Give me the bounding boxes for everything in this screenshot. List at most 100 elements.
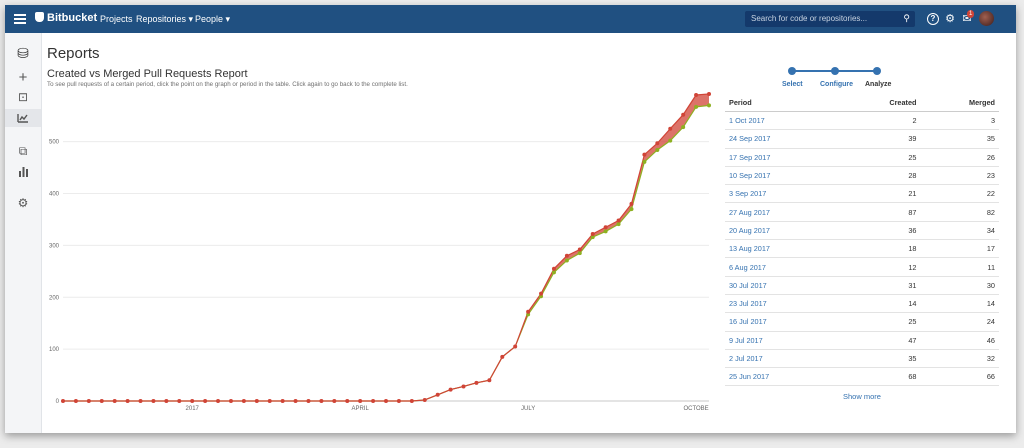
wizard-step-configure-dot[interactable] xyxy=(831,67,839,75)
table-row[interactable]: 20 Aug 2017 36 34 xyxy=(725,221,999,241)
table-row[interactable]: 10 Sep 2017 28 23 xyxy=(725,166,999,186)
created-point[interactable] xyxy=(616,218,621,223)
period-cell[interactable]: 17 Sep 2017 xyxy=(725,148,840,167)
search-input[interactable]: Search for code or repositories... xyxy=(751,14,868,23)
created-point[interactable] xyxy=(474,380,479,385)
table-row[interactable]: 27 Aug 2017 87 82 xyxy=(725,202,999,222)
created-point[interactable] xyxy=(371,399,376,403)
created-point[interactable] xyxy=(164,399,169,403)
merged-point[interactable] xyxy=(707,103,711,108)
created-point[interactable] xyxy=(61,399,65,403)
merged-point[interactable] xyxy=(642,159,647,164)
table-row[interactable]: 13 Aug 2017 18 17 xyxy=(725,239,999,259)
merged-point[interactable] xyxy=(655,147,660,152)
created-point[interactable] xyxy=(177,399,182,403)
created-point[interactable] xyxy=(151,399,156,403)
table-row[interactable]: 24 Sep 2017 39 35 xyxy=(725,129,999,149)
created-point[interactable] xyxy=(396,399,401,403)
merged-point[interactable] xyxy=(577,251,582,256)
created-point[interactable] xyxy=(629,201,634,206)
hamburger-menu-icon[interactable] xyxy=(14,12,26,26)
created-point[interactable] xyxy=(267,399,272,403)
period-cell[interactable]: 20 Aug 2017 xyxy=(725,221,840,241)
header-created[interactable]: Created xyxy=(839,94,921,112)
created-point[interactable] xyxy=(526,309,531,314)
created-point[interactable] xyxy=(513,344,518,349)
created-point[interactable] xyxy=(603,225,608,230)
merged-point[interactable] xyxy=(629,207,634,212)
created-point[interactable] xyxy=(551,266,556,271)
created-point[interactable] xyxy=(228,399,233,403)
header-merged[interactable]: Merged xyxy=(920,94,999,112)
statistics-icon[interactable] xyxy=(15,163,31,179)
created-point[interactable] xyxy=(577,247,582,252)
created-point[interactable] xyxy=(73,399,78,403)
period-cell[interactable]: 10 Sep 2017 xyxy=(725,166,840,186)
created-point[interactable] xyxy=(254,399,259,403)
gear-icon[interactable]: ⚙ xyxy=(945,13,955,25)
created-point[interactable] xyxy=(590,231,595,236)
created-point[interactable] xyxy=(138,399,143,403)
period-cell[interactable]: 27 Aug 2017 xyxy=(725,202,840,222)
created-point[interactable] xyxy=(384,399,388,403)
user-avatar[interactable] xyxy=(979,11,994,26)
table-row[interactable]: 1 Oct 2017 2 3 xyxy=(725,111,999,131)
created-point[interactable] xyxy=(203,399,208,403)
created-point[interactable] xyxy=(422,397,427,402)
pull-requests-icon[interactable]: ⧉ xyxy=(18,144,28,158)
notifications-icon[interactable]: ✉ xyxy=(962,13,972,25)
period-cell[interactable]: 2 Jul 2017 xyxy=(725,349,840,369)
created-point[interactable] xyxy=(99,399,104,403)
merged-point[interactable] xyxy=(590,235,595,240)
table-row[interactable]: 3 Sep 2017 21 22 xyxy=(725,184,999,204)
table-row[interactable]: 9 Jul 2017 47 46 xyxy=(725,331,999,350)
period-cell[interactable]: 16 Jul 2017 xyxy=(725,312,840,332)
table-row[interactable]: 25 Jun 2017 68 66 xyxy=(725,367,999,387)
wizard-step-select[interactable]: Select xyxy=(782,81,803,88)
created-point[interactable] xyxy=(681,112,686,117)
reports-icon[interactable] xyxy=(5,109,41,127)
created-point[interactable] xyxy=(112,399,117,403)
period-cell[interactable]: 9 Jul 2017 xyxy=(725,331,840,350)
created-point[interactable] xyxy=(461,384,466,389)
period-cell[interactable]: 13 Aug 2017 xyxy=(725,239,840,259)
wizard-step-analyze[interactable]: Analyze xyxy=(865,81,892,88)
created-point[interactable] xyxy=(332,399,337,403)
nav-people[interactable]: People ▾ xyxy=(195,14,231,24)
created-point[interactable] xyxy=(293,399,298,403)
period-cell[interactable]: 24 Sep 2017 xyxy=(725,129,840,149)
created-point[interactable] xyxy=(216,399,221,403)
help-icon[interactable]: ? xyxy=(927,13,939,25)
created-point[interactable] xyxy=(539,291,544,296)
created-point[interactable] xyxy=(668,126,673,131)
period-cell[interactable]: 23 Jul 2017 xyxy=(725,294,840,314)
merged-point[interactable] xyxy=(668,138,673,143)
wizard-step-configure[interactable]: Configure xyxy=(820,81,854,88)
created-point[interactable] xyxy=(409,399,414,403)
table-row[interactable]: 23 Jul 2017 14 14 xyxy=(725,294,999,314)
created-point[interactable] xyxy=(241,399,246,403)
merged-point[interactable] xyxy=(603,229,608,234)
created-point[interactable] xyxy=(190,399,195,403)
created-vs-merged-chart[interactable]: 2017 APRIL JULY OCTOBE 0 100 200 300 400 500 xyxy=(47,91,719,413)
settings-icon[interactable]: ⚙ xyxy=(17,196,29,210)
nav-projects[interactable]: Projects xyxy=(100,14,133,24)
wizard-step-select-dot[interactable] xyxy=(788,67,796,75)
merged-point[interactable] xyxy=(564,258,569,263)
table-row[interactable]: 16 Jul 2017 25 24 xyxy=(725,312,999,332)
period-cell[interactable]: 25 Jun 2017 xyxy=(725,367,840,387)
create-icon[interactable]: + xyxy=(18,69,28,86)
created-point[interactable] xyxy=(707,91,711,96)
created-point[interactable] xyxy=(487,378,492,383)
created-point[interactable] xyxy=(319,399,324,403)
created-point[interactable] xyxy=(280,399,285,403)
search-icon[interactable]: ⚲ xyxy=(903,13,910,23)
period-cell[interactable]: 1 Oct 2017 xyxy=(725,111,840,131)
show-more-link[interactable]: Show more xyxy=(843,392,881,401)
merged-point[interactable] xyxy=(551,270,556,275)
table-row[interactable]: 2 Jul 2017 35 32 xyxy=(725,349,999,369)
table-row[interactable]: 30 Jul 2017 31 30 xyxy=(725,276,999,295)
period-cell[interactable]: 3 Sep 2017 xyxy=(725,184,840,204)
created-point[interactable] xyxy=(306,399,311,403)
table-row[interactable]: 6 Aug 2017 12 11 xyxy=(725,257,999,277)
